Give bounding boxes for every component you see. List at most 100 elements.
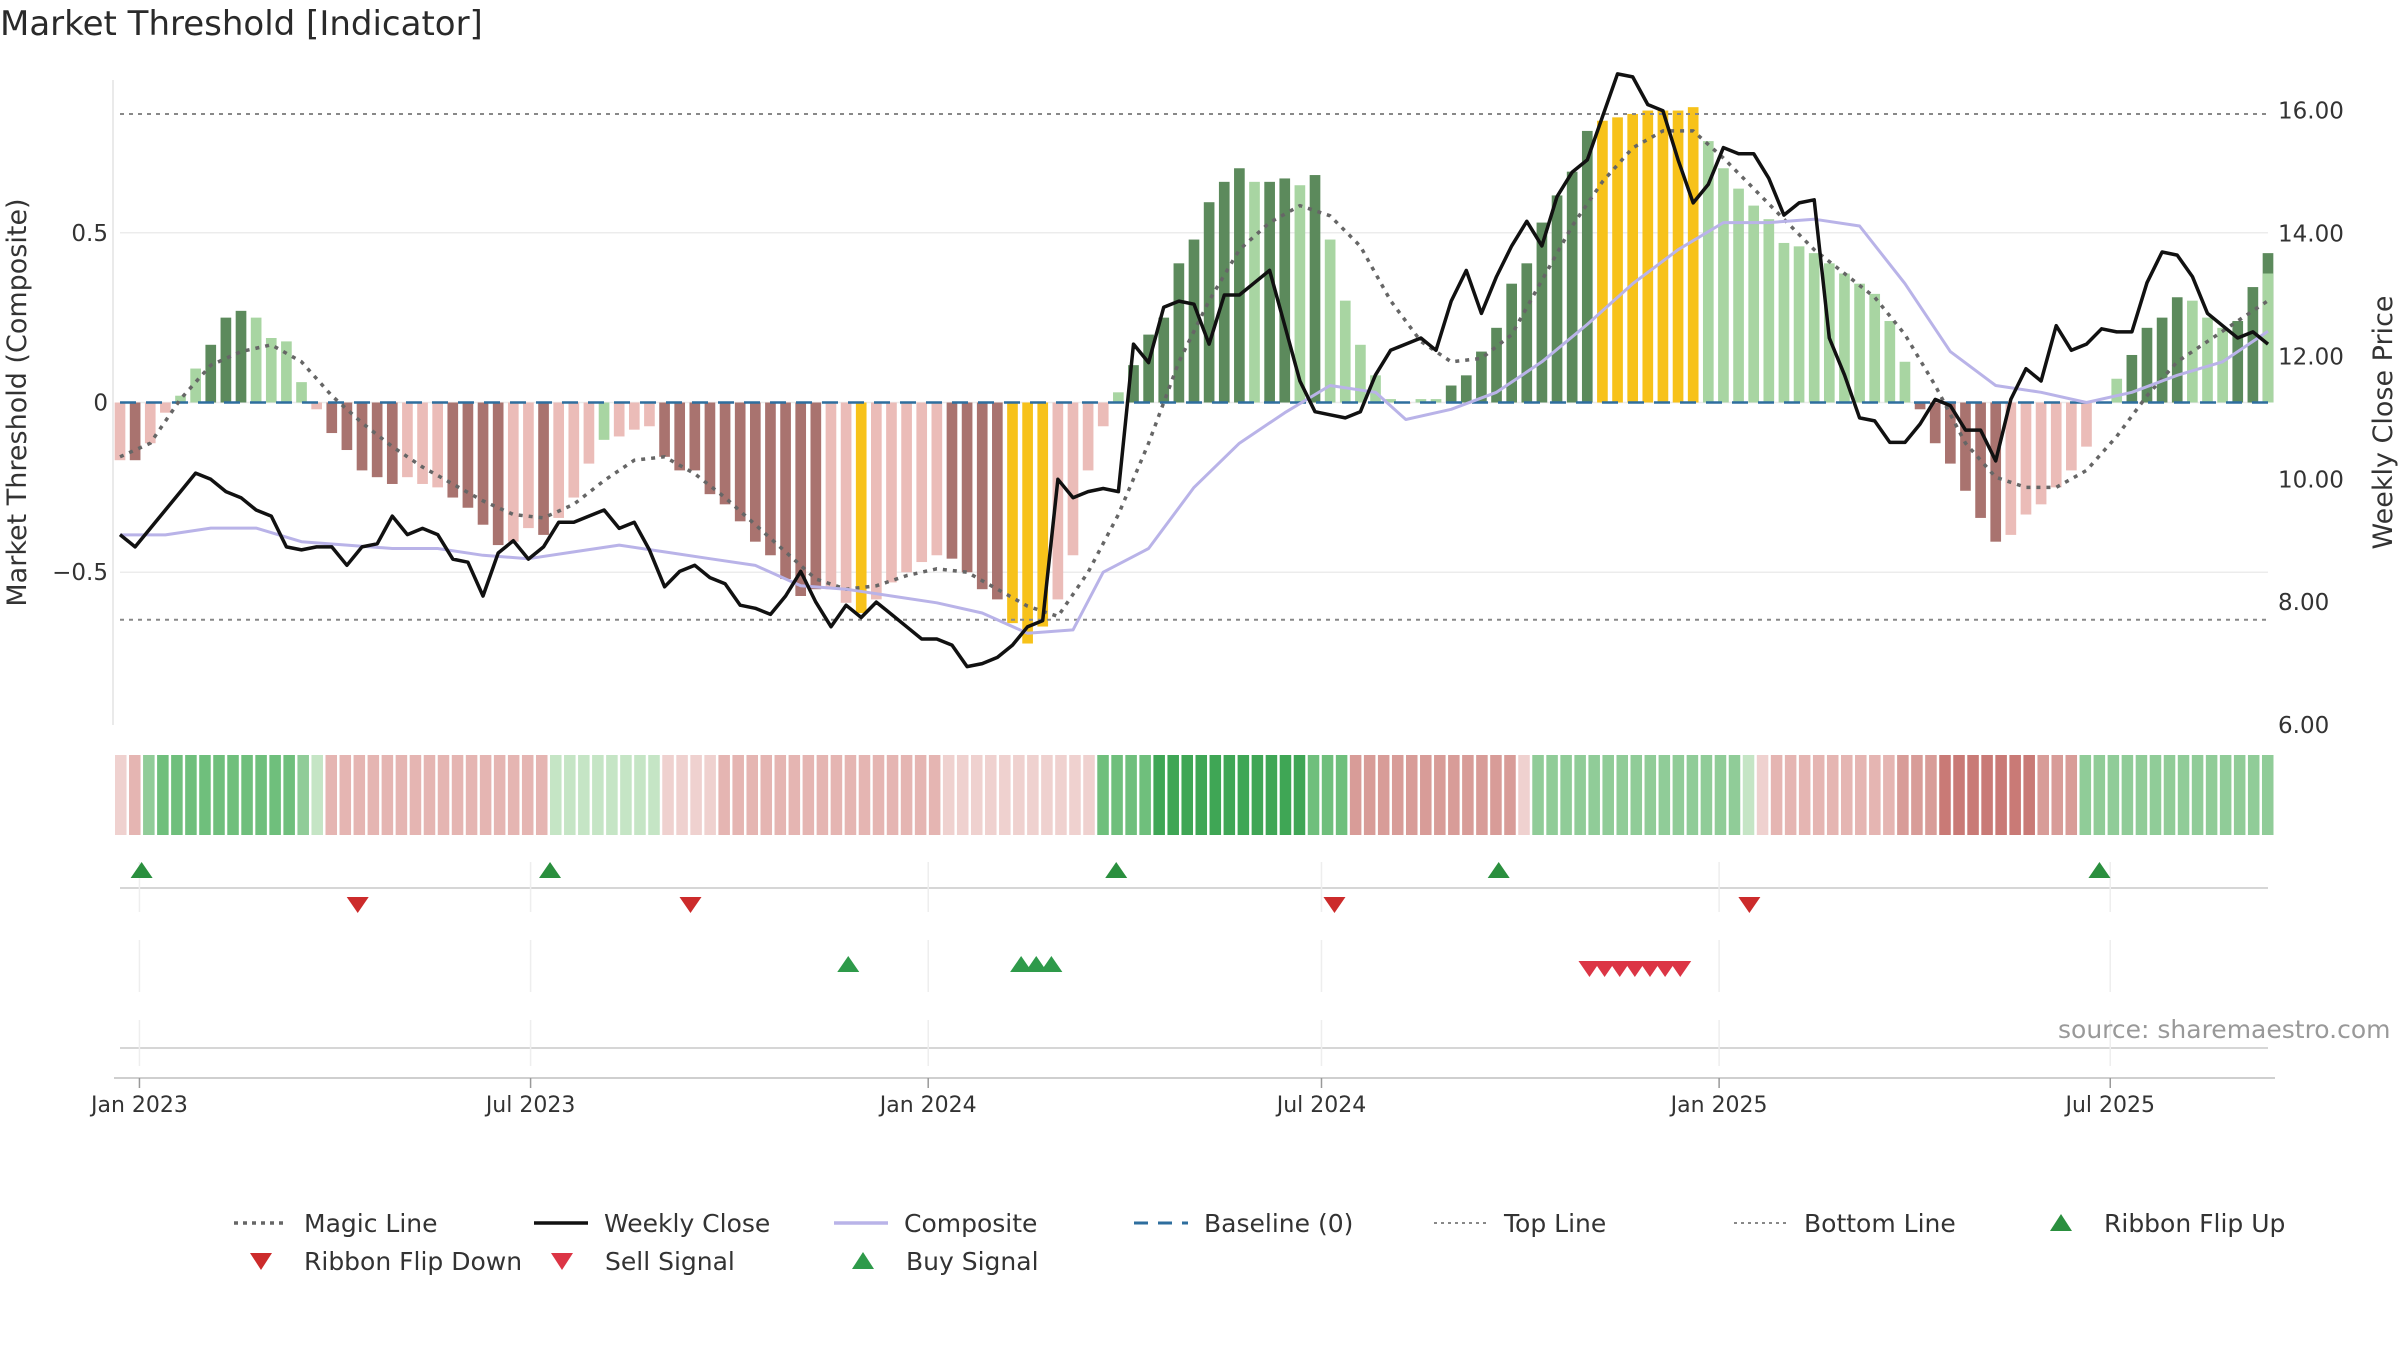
composite-bar xyxy=(1551,195,1563,403)
x-axis: Jan 2023 Jul 2023 Jan 2024 Jul 2024 Jan 2025… xyxy=(89,1077,2275,1118)
ribbon-cell xyxy=(1321,755,1334,835)
ribbon-cell xyxy=(521,755,534,835)
ribbon-cell xyxy=(2079,755,2092,835)
composite-bar xyxy=(719,402,731,505)
ribbon-cell xyxy=(255,755,267,835)
ribbon-cell xyxy=(2149,755,2162,835)
sell-signal-marker xyxy=(1669,961,1692,977)
composite-bar xyxy=(568,402,580,498)
ribbon-cell xyxy=(325,755,338,835)
legend-label: Weekly Close xyxy=(604,1208,771,1238)
composite-bar xyxy=(250,317,262,403)
ribbon-cell xyxy=(942,755,955,835)
ribbon-cell xyxy=(2205,755,2218,835)
ribbon-flip-up-marker xyxy=(1487,862,1510,878)
composite-bar xyxy=(2247,287,2259,403)
sell-signal-marker xyxy=(1654,961,1677,977)
composite-bar xyxy=(341,402,353,451)
magic-line xyxy=(119,129,2269,619)
ribbon-flip-down-marker xyxy=(346,897,369,913)
ribbon-cell xyxy=(1490,755,1502,835)
composite-bar xyxy=(1430,399,1442,403)
composite-bar xyxy=(2020,402,2032,515)
ribbon-cell xyxy=(1167,755,1179,835)
composite-bar xyxy=(810,402,822,590)
composite-bar xyxy=(175,395,186,403)
x-tick-label: Jul 2025 xyxy=(2063,1093,2155,1118)
ribbon-cell xyxy=(1265,755,1278,835)
composite-bar xyxy=(1007,402,1018,624)
composite-bar xyxy=(1506,283,1517,403)
ribbon-cell xyxy=(1069,755,1081,835)
ribbon-cell xyxy=(732,755,744,835)
composite-bar xyxy=(598,402,610,440)
ribbon-cell xyxy=(213,755,225,835)
composite-bar xyxy=(1521,263,1533,403)
composite-bar xyxy=(311,402,322,410)
x-tick-label: Jul 2024 xyxy=(1275,1093,1367,1118)
composite-bar xyxy=(1536,222,1548,403)
legend-label: Bottom Line xyxy=(1804,1208,1956,1238)
composite-bar xyxy=(1173,263,1185,403)
ribbon-cell xyxy=(381,755,394,835)
ribbon-cell xyxy=(1883,755,1895,835)
legend-key xyxy=(534,1221,588,1225)
composite-bar xyxy=(613,402,625,437)
ribbon-cell xyxy=(620,755,632,835)
composite-bar xyxy=(235,310,247,403)
sell-signal-marker xyxy=(1578,961,1601,977)
ribbon-strip xyxy=(115,755,2274,835)
signal-markers xyxy=(120,862,2268,1066)
ribbon-cell xyxy=(1307,755,1320,835)
composite-bar xyxy=(2126,354,2138,403)
ribbon-cell xyxy=(774,755,787,835)
ribbon-cell xyxy=(886,755,899,835)
sell-signal-marker xyxy=(1638,961,1661,977)
ribbon-cell xyxy=(1083,755,1095,835)
y-tick-label-right: 6.00 xyxy=(2278,713,2329,739)
ribbon-cell xyxy=(2065,755,2078,835)
ribbon-cell xyxy=(1013,755,1025,835)
legend-row: Magic Line Weekly Close Composite Baseline … xyxy=(230,1204,2330,1242)
composite-bar xyxy=(1566,171,1578,403)
y-tick-label-right: 8.00 xyxy=(2278,590,2329,616)
composite-bar xyxy=(1264,181,1275,403)
composite-bar xyxy=(1445,385,1457,403)
composite-bar xyxy=(1733,188,1744,403)
ribbon-cell xyxy=(1939,755,1951,835)
composite-bar xyxy=(1037,402,1049,627)
y-axis-title-left: Market Threshold (Composite) xyxy=(2,198,33,606)
ribbon-cell xyxy=(690,755,702,835)
composite-bar xyxy=(2232,321,2244,403)
legend-label: Sell Signal xyxy=(605,1246,735,1276)
ribbon-cell xyxy=(1855,755,1867,835)
composite-bar xyxy=(1718,168,1729,403)
ribbon-cell xyxy=(1728,755,1741,835)
ribbon-cell xyxy=(704,755,716,835)
ribbon-cell xyxy=(844,755,857,835)
composite-bar xyxy=(326,402,338,434)
ribbon-cell xyxy=(1616,755,1629,835)
source-note: source: sharemaestro.com xyxy=(2058,1015,2391,1044)
ribbon-cell xyxy=(1714,755,1727,835)
composite-bar xyxy=(1597,120,1608,403)
y-tick-label-left: 0.5 xyxy=(71,221,108,247)
y-tick-label-left: −0.5 xyxy=(52,560,108,586)
sell-signal-marker xyxy=(1608,961,1631,977)
composite-bar xyxy=(1143,334,1154,403)
ribbon-cell xyxy=(1672,755,1685,835)
legend-label: Ribbon Flip Down xyxy=(304,1246,523,1276)
ribbon-cell xyxy=(914,755,927,835)
ribbon-cell xyxy=(1237,755,1250,835)
composite-bar xyxy=(1491,327,1502,403)
ribbon-cell xyxy=(802,755,815,835)
composite-bar xyxy=(1793,246,1805,403)
ribbon-cell xyxy=(437,755,450,835)
ribbon-cell xyxy=(1251,755,1264,835)
composite-bar xyxy=(538,402,549,535)
composite-bar xyxy=(840,402,852,603)
composite-bar xyxy=(1748,205,1760,403)
composite-bar xyxy=(1914,402,1926,410)
composite-bar xyxy=(477,402,489,525)
